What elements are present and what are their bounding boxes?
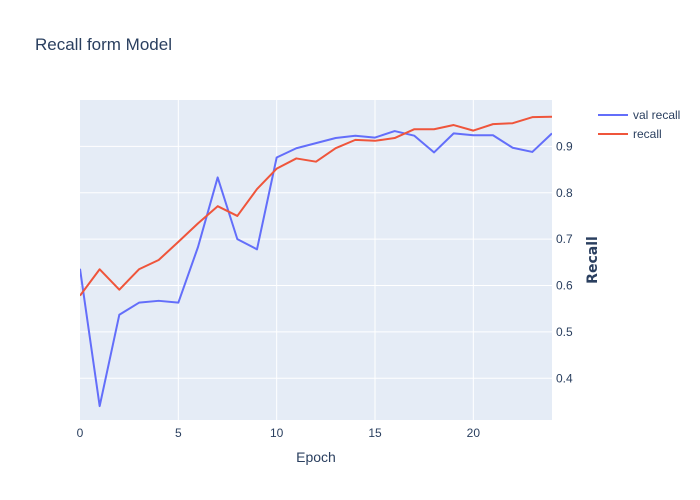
- y-tick-label: 0.7: [556, 232, 573, 246]
- legend-item-val-recall[interactable]: val recall: [598, 108, 680, 122]
- x-tick-label: 5: [175, 426, 182, 440]
- y-tick-label: 0.8: [556, 186, 573, 200]
- x-axis-ticks: 0 5 10 15 20: [77, 426, 481, 440]
- y-tick-label: 0.9: [556, 139, 573, 153]
- x-axis-title: Epoch: [296, 449, 336, 465]
- x-tick-label: 10: [270, 426, 284, 440]
- y-tick-label: 0.6: [556, 279, 573, 293]
- legend-label-recall: recall: [633, 127, 662, 141]
- y-axis-title: Recall: [585, 236, 601, 284]
- legend-item-recall[interactable]: recall: [598, 127, 662, 141]
- y-tick-label: 0.4: [556, 371, 573, 385]
- grid-lines: [80, 100, 552, 420]
- series-lines: [80, 115, 552, 408]
- series-line-val-recall: [80, 130, 552, 408]
- legend[interactable]: val recall recall: [598, 108, 680, 141]
- plot-area: [80, 100, 552, 420]
- series-line-recall: [80, 115, 552, 297]
- y-tick-label: 0.5: [556, 325, 573, 339]
- x-tick-label: 15: [368, 426, 382, 440]
- x-tick-label: 0: [77, 426, 84, 440]
- legend-label-val-recall: val recall: [633, 108, 680, 122]
- chart-title: Recall form Model: [35, 35, 172, 54]
- x-tick-label: 20: [467, 426, 481, 440]
- y-axis-ticks: 0.4 0.5 0.6 0.7 0.8 0.9: [556, 139, 573, 385]
